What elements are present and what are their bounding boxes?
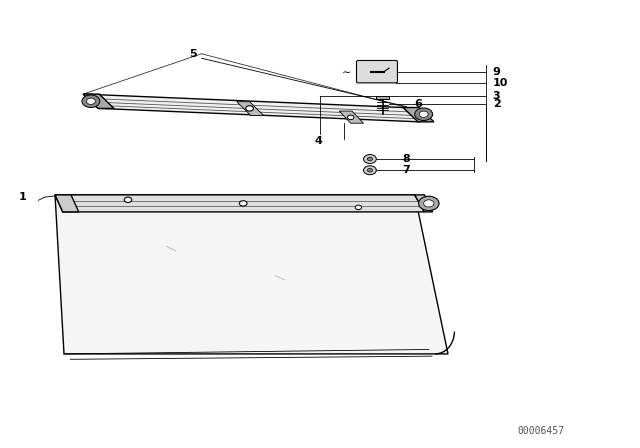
Circle shape [239, 201, 247, 206]
Circle shape [246, 106, 253, 111]
Polygon shape [83, 94, 419, 122]
Text: 10: 10 [493, 78, 508, 88]
Polygon shape [339, 111, 364, 123]
Polygon shape [55, 195, 79, 212]
Circle shape [124, 197, 132, 202]
Text: 2: 2 [493, 99, 500, 109]
Circle shape [419, 196, 439, 211]
Circle shape [348, 115, 354, 120]
Circle shape [364, 155, 376, 164]
Polygon shape [376, 96, 389, 99]
Circle shape [419, 111, 428, 117]
Polygon shape [237, 102, 264, 116]
Circle shape [424, 200, 434, 207]
Text: 6: 6 [415, 99, 422, 109]
Circle shape [367, 168, 372, 172]
Circle shape [82, 95, 100, 108]
Text: 00006457: 00006457 [517, 426, 564, 436]
Circle shape [367, 157, 372, 161]
Polygon shape [83, 94, 114, 108]
Circle shape [415, 108, 433, 121]
Polygon shape [403, 108, 434, 122]
Text: 3: 3 [493, 91, 500, 101]
Text: 1: 1 [19, 192, 26, 202]
Circle shape [355, 205, 362, 210]
Text: 8: 8 [402, 154, 410, 164]
FancyBboxPatch shape [356, 60, 397, 83]
Text: 5: 5 [189, 49, 197, 59]
Text: 9: 9 [493, 67, 500, 77]
Text: $\sim$: $\sim$ [339, 67, 352, 77]
Polygon shape [415, 195, 433, 212]
Polygon shape [55, 195, 424, 212]
Circle shape [86, 98, 95, 104]
Circle shape [364, 166, 376, 175]
Text: 7: 7 [402, 165, 410, 175]
Polygon shape [55, 195, 448, 354]
Text: 4: 4 [315, 136, 323, 146]
